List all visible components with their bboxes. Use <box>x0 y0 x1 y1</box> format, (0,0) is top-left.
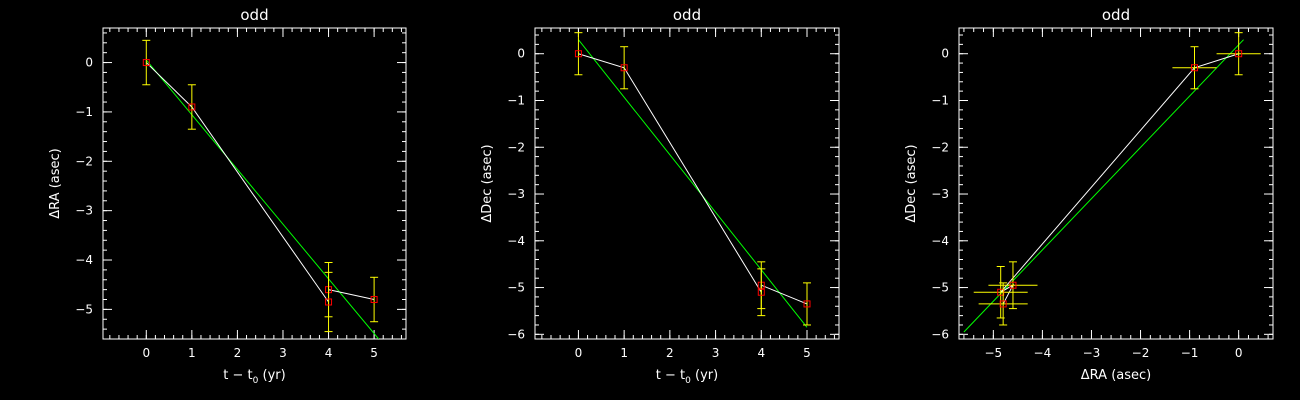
chart-title: odd <box>240 6 268 24</box>
plot-frame <box>102 27 407 340</box>
x-axis-label-unit: (yr) <box>691 368 718 383</box>
plot-area <box>574 32 811 328</box>
y-axis-label: ΔRA (asec) <box>48 148 63 218</box>
plot-area <box>142 39 380 339</box>
x-tick-label: −5 <box>984 346 1002 360</box>
x-axis-label-subscript: 0 <box>253 376 259 386</box>
y-tick-label: −1 <box>75 105 93 119</box>
data-point <box>803 300 811 308</box>
y-tick-label: −4 <box>931 234 949 248</box>
x-axis-label-main: t − t <box>656 368 685 383</box>
y-tick-label: −6 <box>931 327 949 341</box>
x-tick-label: −2 <box>1132 346 1150 360</box>
data-point <box>188 103 196 111</box>
x-tick-label: 1 <box>620 346 628 360</box>
data-point <box>574 50 582 58</box>
y-tick-label: −3 <box>931 187 949 201</box>
y-tick-label: −2 <box>507 140 525 154</box>
x-tick-label: 0 <box>575 346 583 360</box>
x-tick-label: 4 <box>325 346 333 360</box>
y-tick-label: −2 <box>75 154 93 168</box>
x-axis-label-main: t − t <box>223 368 252 383</box>
chart-title: odd <box>1102 6 1130 24</box>
x-tick-label: 2 <box>234 346 242 360</box>
y-tick-label: −1 <box>507 93 525 107</box>
data-point <box>1191 64 1198 72</box>
y-tick-label: −2 <box>931 140 949 154</box>
data-point <box>1235 50 1243 58</box>
data-point <box>370 296 378 304</box>
x-axis-label-unit: (yr) <box>258 368 285 383</box>
x-tick-label: 2 <box>666 346 674 360</box>
y-tick-label: 0 <box>517 47 525 61</box>
data-point <box>620 64 628 72</box>
x-axis-label: t − t0 (yr) <box>223 368 285 386</box>
x-tick-label: 0 <box>1235 346 1243 360</box>
x-axis-label-subscript: 0 <box>685 376 691 386</box>
data-point <box>325 298 333 306</box>
y-axis-label: ΔDec (asec) <box>904 144 919 222</box>
y-tick-label: −5 <box>931 281 949 295</box>
x-tick-label: −3 <box>1083 346 1101 360</box>
data-point <box>757 288 765 296</box>
x-axis-label: ΔRA (asec) <box>1081 368 1151 383</box>
data-point <box>999 300 1007 308</box>
chart-panel-3: −5 −4 −3 −2 −1 0 0 −1 −2 −3 −4 −5 −6 odd ΔRA (asec) ΔDe… <box>904 6 1274 383</box>
x-tick-label: 3 <box>279 346 287 360</box>
x-tick-label: 0 <box>142 346 150 360</box>
y-tick-label: −4 <box>507 234 525 248</box>
fit-line <box>578 39 808 328</box>
data-point <box>142 59 150 67</box>
x-axis-label-main: ΔRA (asec) <box>1081 368 1151 383</box>
data-point <box>997 288 1005 296</box>
y-tick-label: −1 <box>931 93 949 107</box>
plot-area <box>963 32 1261 333</box>
x-tick-label: −4 <box>1034 346 1052 360</box>
plot-frame <box>958 27 1274 340</box>
y-tick-label: −5 <box>75 302 93 316</box>
x-tick-label: 5 <box>803 346 811 360</box>
data-point <box>1009 281 1017 289</box>
x-tick-label: −1 <box>1181 346 1199 360</box>
plot-frame <box>534 27 840 340</box>
y-tick-label: −6 <box>507 327 525 341</box>
x-tick-label: 1 <box>188 346 196 360</box>
y-axis-label: ΔDec (asec) <box>480 144 495 222</box>
y-tick-label: −3 <box>75 204 93 218</box>
x-axis-label: t − t0 (yr) <box>656 368 718 386</box>
x-tick-label: 5 <box>370 346 378 360</box>
y-tick-label: −5 <box>507 281 525 295</box>
y-tick-label: −4 <box>75 253 93 267</box>
x-tick-label: 3 <box>712 346 720 360</box>
y-tick-label: −3 <box>507 187 525 201</box>
y-tick-label: 0 <box>85 56 93 70</box>
y-tick-label: 0 <box>941 47 949 61</box>
chart-title: odd <box>673 6 701 24</box>
x-tick-label: 4 <box>757 346 765 360</box>
